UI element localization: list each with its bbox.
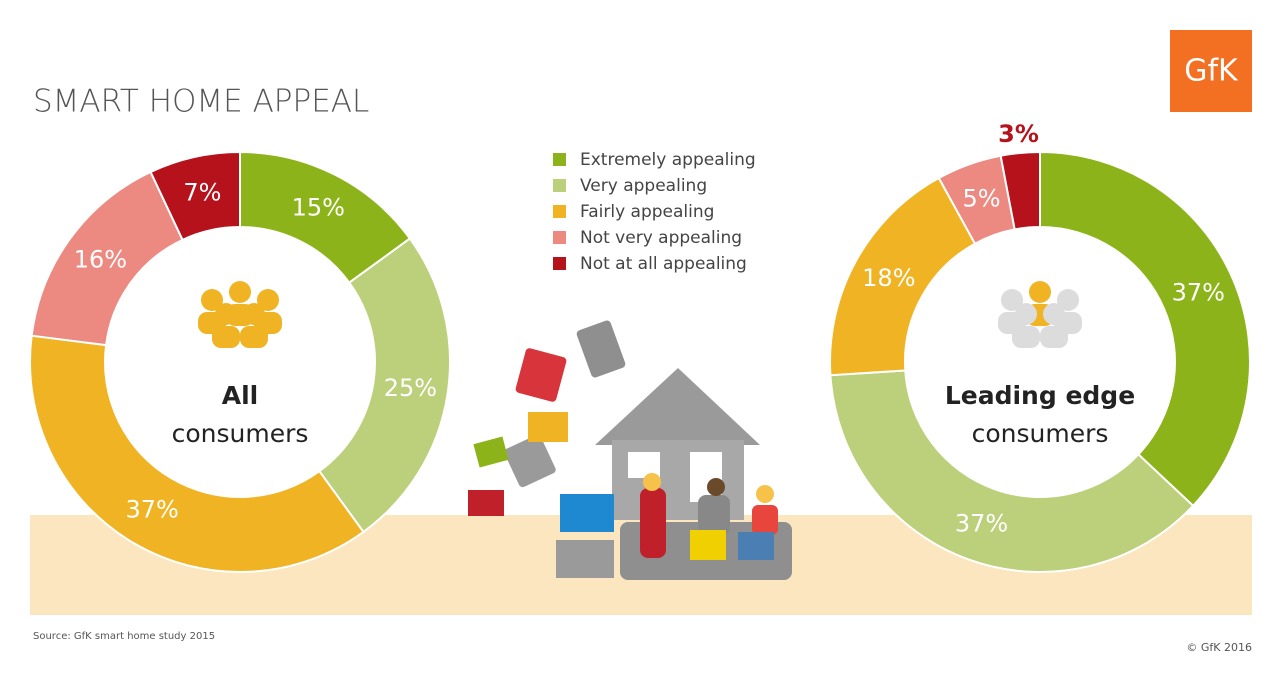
- legend-label: Fairly appealing: [580, 202, 714, 222]
- legend-swatch: [553, 205, 566, 218]
- donut-slice: [1039, 150, 1251, 508]
- legend-label: Extremely appealing: [580, 150, 756, 170]
- people-icon: [998, 281, 1082, 348]
- donut-slice: [317, 237, 451, 534]
- source: Source: GfK smart home study 2015: [33, 631, 215, 642]
- value-label: 3%: [998, 120, 1039, 148]
- center-label: Leading edge: [945, 381, 1135, 410]
- value-label: 37%: [955, 509, 1008, 537]
- person-head: [1057, 289, 1079, 311]
- donut-slice: [149, 150, 241, 242]
- legend-swatch: [553, 179, 566, 192]
- person-head: [229, 281, 251, 303]
- value-label: 37%: [1172, 278, 1225, 306]
- legend: Extremely appealing Very appealing Fairly …: [553, 150, 756, 274]
- logo: GfK: [1184, 54, 1239, 89]
- person-body: [240, 326, 268, 348]
- value-label: 5%: [963, 185, 1001, 213]
- legend-label: Very appealing: [580, 176, 707, 196]
- value-label: 18%: [862, 264, 915, 292]
- logo-box: [1170, 30, 1252, 112]
- legend-swatch: [553, 153, 566, 166]
- center-label: consumers: [972, 419, 1109, 448]
- value-label: 25%: [384, 374, 437, 402]
- value-label: 7%: [183, 179, 221, 207]
- person-head: [1029, 281, 1051, 303]
- value-label: 15%: [292, 193, 345, 221]
- donut-slice: [29, 334, 365, 573]
- house-illustration: [468, 320, 792, 580]
- person-head: [1015, 303, 1037, 325]
- center-label: All: [222, 381, 259, 410]
- copyright: © GfK 2016: [1186, 641, 1252, 654]
- legend-swatch: [553, 257, 566, 270]
- donut-slice: [999, 150, 1041, 231]
- value-label: 16%: [74, 246, 127, 274]
- donut-slice: [829, 369, 1195, 573]
- person-head: [201, 289, 223, 311]
- legend-label: Not very appealing: [580, 228, 742, 248]
- person-body: [1012, 326, 1040, 348]
- person-head: [243, 303, 265, 325]
- title: SMART HOME APPEAL: [33, 84, 369, 120]
- person-head: [1043, 303, 1065, 325]
- person-head: [257, 289, 279, 311]
- person-body: [1040, 326, 1068, 348]
- center-label: consumers: [172, 419, 309, 448]
- value-label: 37%: [126, 495, 179, 523]
- person-body: [212, 326, 240, 348]
- people-icon: [198, 281, 282, 348]
- person-head: [1001, 289, 1023, 311]
- legend-label: Not at all appealing: [580, 254, 747, 274]
- legend-swatch: [553, 231, 566, 244]
- person-head: [215, 303, 237, 325]
